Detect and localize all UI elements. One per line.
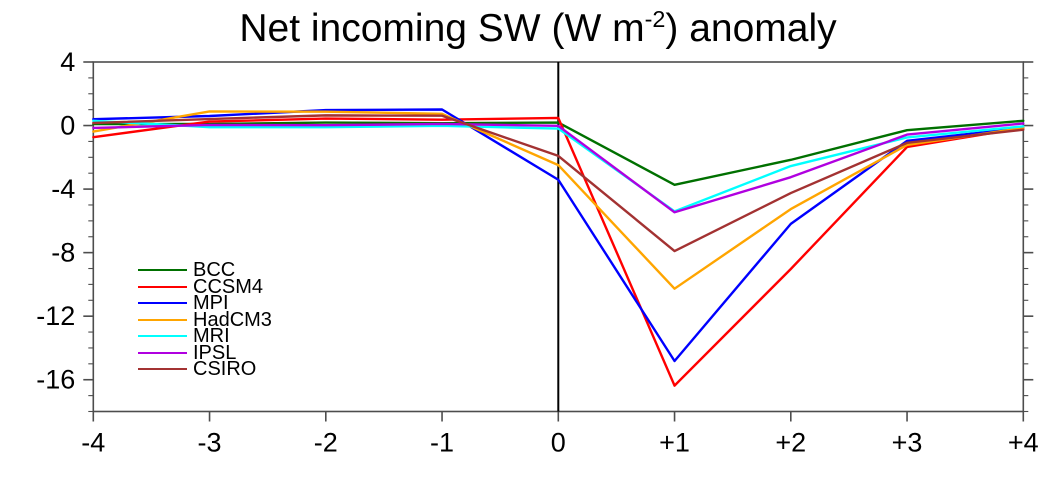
svg-text:+3: +3: [892, 427, 923, 457]
svg-text:+2: +2: [775, 427, 806, 457]
svg-text:+1: +1: [659, 427, 690, 457]
svg-text:0: 0: [551, 427, 566, 457]
svg-text:-8: -8: [51, 238, 75, 268]
svg-text:-16: -16: [36, 365, 75, 395]
svg-text:+4: +4: [1008, 427, 1039, 457]
svg-text:4: 4: [60, 47, 75, 77]
svg-text:0: 0: [60, 111, 75, 141]
svg-text:-4: -4: [51, 174, 75, 204]
svg-text:-3: -3: [198, 427, 222, 457]
svg-text:-1: -1: [430, 427, 454, 457]
svg-text:-4: -4: [81, 427, 105, 457]
svg-text:-2: -2: [314, 427, 338, 457]
svg-text:-12: -12: [36, 301, 75, 331]
